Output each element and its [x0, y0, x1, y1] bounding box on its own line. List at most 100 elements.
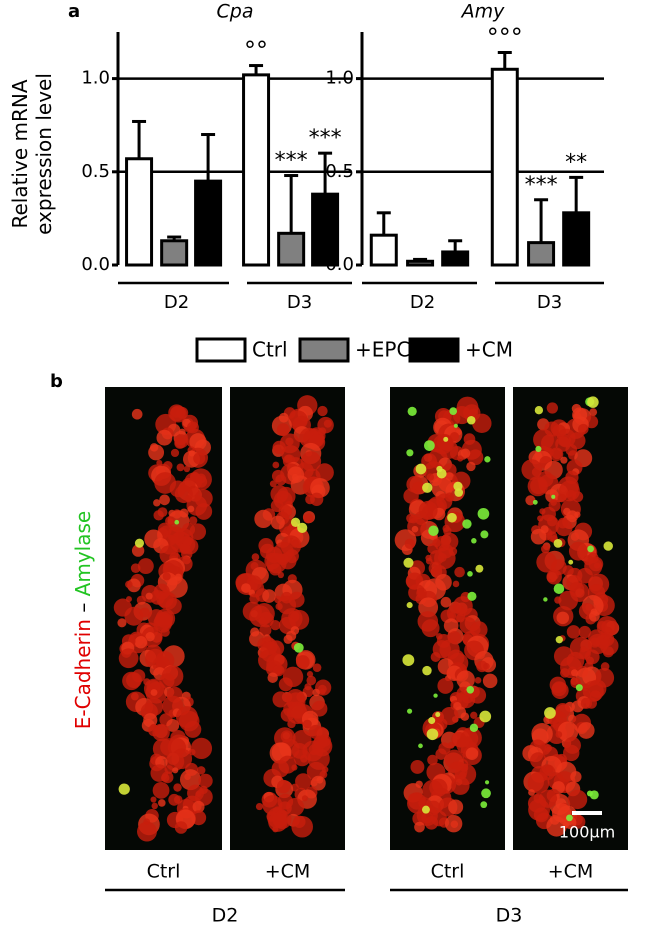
chart-title: Cpa — [217, 1, 254, 23]
tissue-blob — [166, 718, 180, 732]
tissue-blob — [198, 773, 213, 789]
tissue-blob — [145, 592, 153, 600]
amylase-signal — [290, 517, 301, 527]
amylase-signal — [297, 522, 308, 533]
tissue-blob — [251, 553, 260, 561]
tissue-blob — [125, 580, 133, 589]
tissue-blob — [148, 444, 165, 461]
tissue-blob — [306, 761, 326, 781]
y-tick-label: 1.0 — [81, 68, 110, 89]
significance-label: *** — [309, 126, 342, 151]
bar — [277, 231, 306, 267]
amylase-signal — [418, 743, 423, 749]
tissue-blob — [312, 663, 322, 672]
tissue-blob — [153, 613, 173, 633]
y-axis-label: Relative mRNA expression level — [8, 73, 56, 235]
tissue-blob — [527, 476, 548, 497]
tissue-blob — [153, 499, 161, 507]
tissue-blob — [269, 480, 277, 488]
y-tick-label: 1.0 — [325, 68, 354, 89]
tissue-blob — [442, 524, 450, 533]
legend-swatch — [408, 337, 460, 363]
amylase-signal — [406, 708, 413, 714]
tissue-blob — [566, 625, 581, 639]
tissue-blob — [184, 720, 202, 738]
tissue-blob — [541, 544, 550, 554]
amylase-signal — [436, 468, 447, 479]
tissue-blob — [189, 523, 207, 540]
tissue-blob — [145, 632, 155, 642]
tissue-blob — [563, 744, 580, 762]
tissue-blob — [410, 760, 425, 774]
tissue-blob — [412, 811, 427, 826]
legend-swatch — [298, 337, 350, 363]
amylase-signal — [587, 396, 599, 408]
x-tick-label: D2 — [164, 292, 189, 313]
amylase-signal — [477, 507, 490, 520]
tissue-blob — [170, 448, 180, 458]
significance-label: °°° — [487, 24, 523, 52]
tissue-blob — [249, 593, 260, 604]
tissue-blob — [438, 742, 451, 755]
bar — [441, 250, 470, 267]
tissue-blob — [472, 413, 492, 434]
bar — [160, 239, 189, 267]
tissue-blob — [577, 423, 589, 435]
amylase-signal — [118, 783, 130, 795]
tissue-blob — [544, 765, 554, 774]
group-label: D2 — [212, 905, 239, 927]
bar — [406, 259, 435, 267]
amylase-signal — [575, 684, 583, 692]
amylase-signal — [454, 488, 464, 497]
tissue-blob — [599, 636, 619, 656]
tissue-blob — [427, 754, 438, 766]
tissue-blob — [557, 721, 579, 743]
tissue-blob — [556, 611, 570, 625]
tissue-blob — [150, 796, 157, 803]
tissue-blob — [466, 461, 476, 472]
amylase-signal — [534, 406, 544, 415]
amylase-signal — [453, 423, 458, 428]
amylase-signal — [587, 545, 594, 553]
amylase-signal — [293, 642, 304, 653]
tissue-blob — [174, 437, 186, 449]
tissue-blob — [305, 494, 315, 505]
tissue-blob — [131, 408, 143, 420]
tissue-blob — [425, 557, 433, 565]
amylase-signal — [415, 463, 427, 475]
tissue-blob — [578, 625, 592, 639]
tissue-blob — [430, 651, 441, 663]
amylase-signal — [603, 541, 613, 551]
tissue-blob — [259, 624, 272, 637]
tissue-blob — [460, 448, 471, 458]
tissue-blob — [152, 723, 170, 742]
tissue-blob — [301, 795, 308, 802]
tissue-blob — [278, 677, 293, 692]
tissue-blob — [323, 419, 332, 428]
tissue-blob — [152, 781, 170, 799]
chart-title: Amy — [460, 1, 506, 23]
tissue-blob — [183, 465, 191, 473]
tissue-blob — [159, 494, 170, 506]
significance-label: °° — [244, 37, 268, 65]
tissue-blob — [303, 513, 314, 524]
tissue-blob — [560, 456, 568, 464]
tissue-blob — [457, 455, 464, 462]
amylase-signal — [406, 602, 413, 609]
tissue-blob — [276, 779, 291, 794]
tissue-blob — [422, 779, 444, 801]
tissue-blob — [173, 783, 182, 792]
x-tick-label: D3 — [287, 292, 312, 313]
bar — [125, 157, 154, 267]
tissue-blob — [437, 677, 454, 694]
amylase-signal — [467, 591, 477, 601]
tissue-blob — [193, 452, 206, 465]
image-label: +CM — [265, 861, 311, 883]
legend-label: +EPC — [355, 338, 410, 362]
amylase-signal — [535, 445, 542, 453]
tissue-blob — [527, 771, 550, 794]
tissue-blob — [551, 681, 569, 700]
scale-bar-label: 100µm — [559, 823, 615, 842]
tissue-blob — [160, 627, 170, 637]
tissue-blob — [291, 815, 313, 838]
